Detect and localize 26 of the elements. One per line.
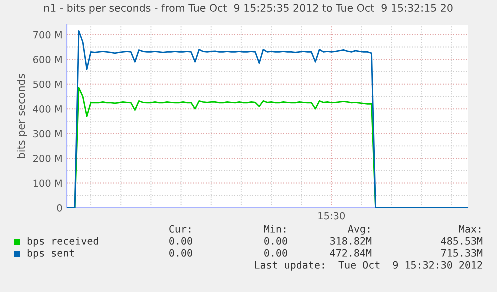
y-tick-label: 100 M — [34, 180, 62, 188]
x-tick-label: 15:30 — [318, 212, 346, 220]
text: 0.00 — [264, 237, 288, 245]
text: 318.82M — [330, 237, 372, 245]
text: Last update: Tue Oct 9 15:32:30 2012 — [255, 261, 482, 271]
y-tick-label: 700 M — [34, 31, 62, 39]
text: 0.00 — [170, 237, 192, 245]
y-tick-label: 200 M — [34, 155, 62, 162]
text: 0.00 — [170, 249, 192, 257]
text: 472.84M — [330, 249, 372, 257]
text: Max: — [459, 225, 481, 233]
text: 715.33M — [442, 249, 483, 257]
text: 0.00 — [264, 249, 288, 257]
text: Cur: — [170, 225, 191, 233]
y-tick-label: 600 M — [33, 56, 62, 64]
chart-title: n1 - bits per seconds - from Tue Oct 9 15:25:35 2012 to Tue Oct 9 15:32:15 20 — [44, 4, 453, 14]
legend-label: bps sent — [28, 249, 74, 259]
text: 485.53M — [441, 237, 483, 245]
y-tick-label: 400 M — [33, 106, 62, 113]
text: Avg: — [348, 225, 370, 235]
y-tick-label: 300 M — [34, 130, 62, 138]
y-tick-label: 500 M — [34, 80, 62, 88]
text: Min: — [264, 225, 286, 233]
y-axis-title: bits per seconds — [17, 74, 28, 158]
legend-label: bps received — [28, 237, 98, 247]
y-tick-label: 0 — [57, 204, 62, 212]
